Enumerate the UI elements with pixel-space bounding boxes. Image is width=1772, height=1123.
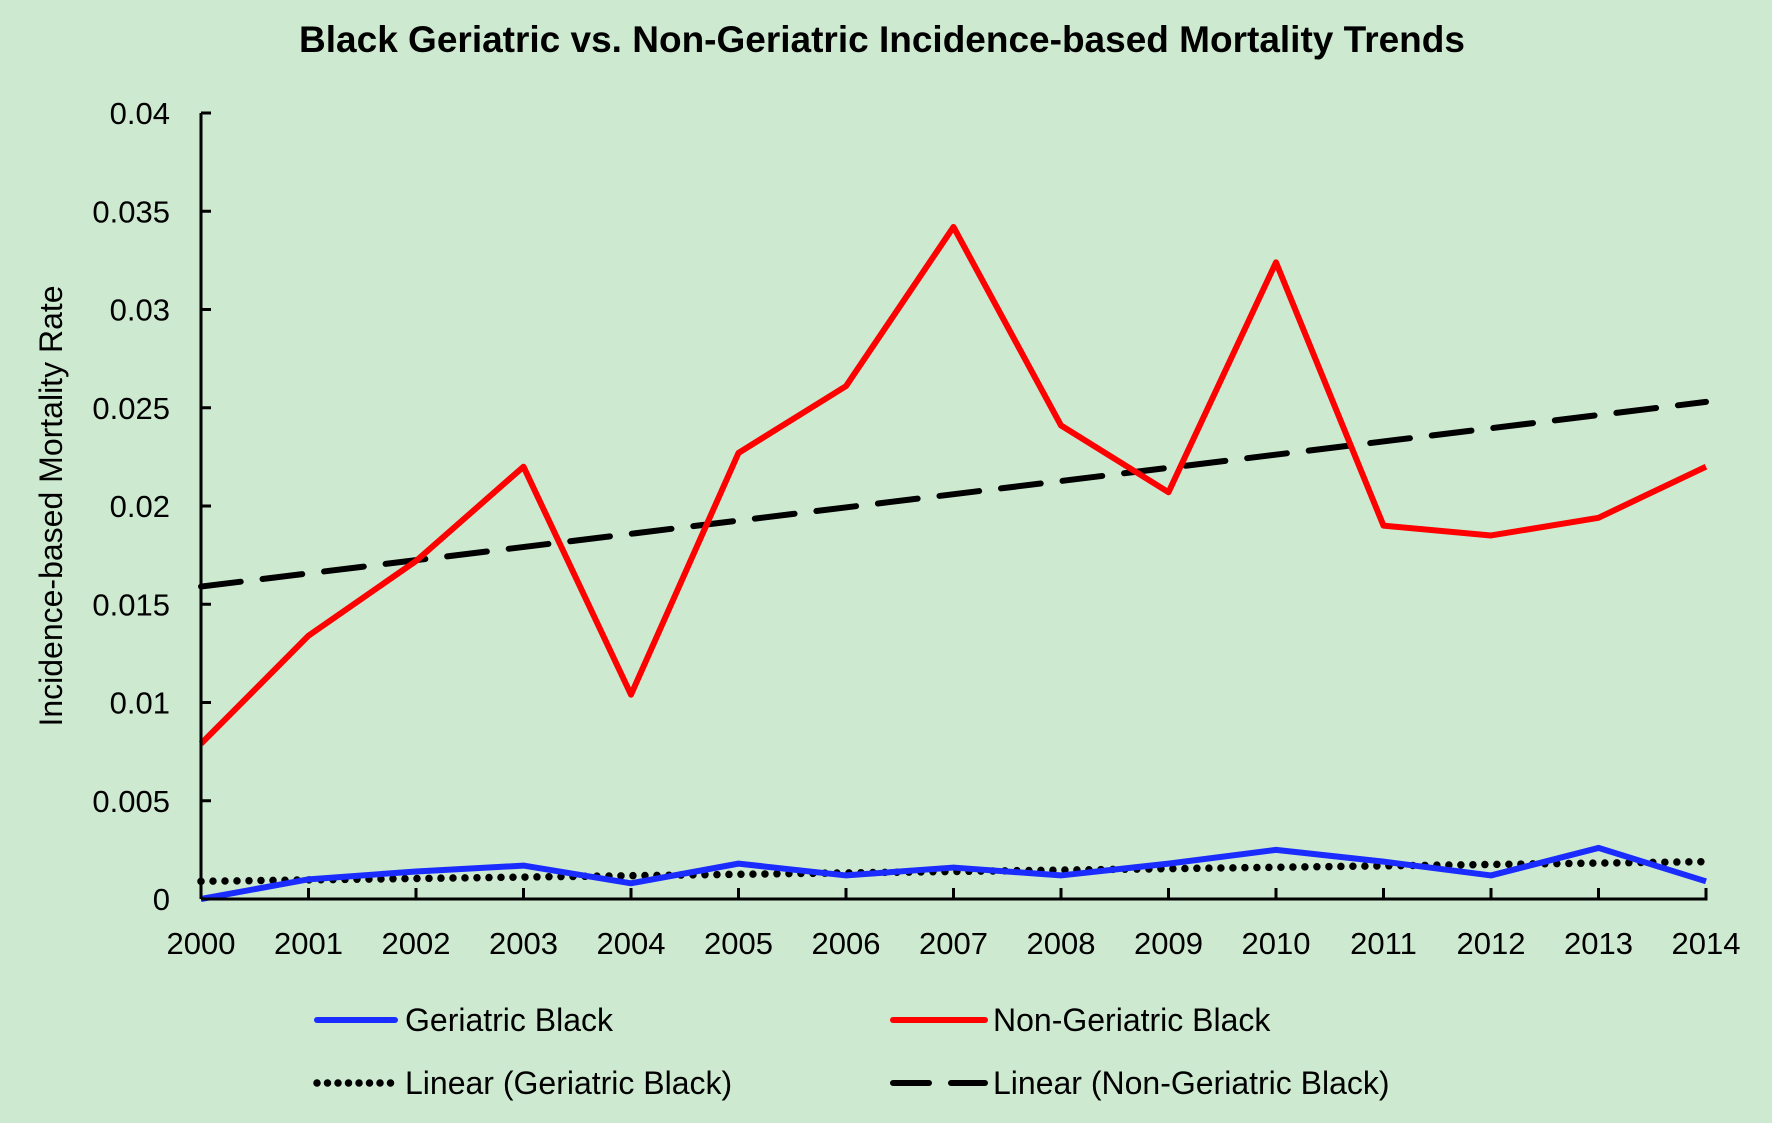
x-tick-label: 2002 bbox=[382, 926, 451, 961]
x-tick-label: 2001 bbox=[274, 926, 343, 961]
legend-item-non-geriatric-black: Non-Geriatric Black bbox=[890, 1002, 1271, 1038]
x-tick-label: 2007 bbox=[919, 926, 988, 961]
legend-label: Linear (Non-Geriatric Black) bbox=[993, 1065, 1390, 1101]
x-tick-label: 2014 bbox=[1672, 926, 1741, 961]
trendline-linear-non-geriatric-black bbox=[198, 398, 1709, 590]
chart-title: Black Geriatric vs. Non-Geriatric Incide… bbox=[299, 19, 1465, 60]
x-tick-label: 2013 bbox=[1564, 926, 1633, 961]
y-tick-label: 0.005 bbox=[92, 784, 170, 819]
x-tick-label: 2011 bbox=[1350, 926, 1417, 961]
y-tick-label: 0.035 bbox=[92, 194, 170, 229]
axes: 0 0.005 0.01 0.015 0.02 0.025 0.03 0.035 0.04 200… bbox=[92, 96, 1740, 961]
x-tick-label: 2005 bbox=[704, 926, 773, 961]
legend-item-linear-non-geriatric-black: Linear (Non-Geriatric Black) bbox=[890, 1065, 1390, 1101]
y-tick-label: 0.025 bbox=[92, 391, 170, 426]
y-tick-label: 0.01 bbox=[110, 686, 170, 721]
x-tick-label: 2000 bbox=[167, 926, 236, 961]
y-tick-label: 0.03 bbox=[110, 293, 170, 328]
x-tick-label: 2009 bbox=[1134, 926, 1203, 961]
x-tick-label: 2012 bbox=[1457, 926, 1526, 961]
legend: Geriatric Black Non-Geriatric Black Linear… bbox=[313, 1002, 1390, 1101]
legend-label: Non-Geriatric Black bbox=[993, 1002, 1271, 1038]
y-tick-label: 0.04 bbox=[110, 96, 170, 131]
series-layer bbox=[197, 223, 1710, 902]
x-tick-label: 2003 bbox=[489, 926, 558, 961]
x-tick-label: 2006 bbox=[812, 926, 881, 961]
series-line-non-geriatric-black bbox=[198, 223, 1708, 746]
x-tick-label: 2010 bbox=[1242, 926, 1311, 961]
y-axis-label: Incidence-based Mortality Rate bbox=[33, 285, 69, 726]
legend-item-linear-geriatric-black: Linear (Geriatric Black) bbox=[313, 1065, 732, 1101]
series-line-geriatric-black bbox=[200, 844, 1707, 902]
trendline-linear-geriatric-black bbox=[197, 857, 1710, 886]
y-tick-label: 0 bbox=[153, 882, 170, 917]
legend-label: Geriatric Black bbox=[405, 1002, 614, 1038]
x-tick-label: 2004 bbox=[597, 926, 666, 961]
y-tick-label: 0.02 bbox=[110, 489, 170, 524]
y-tick-label: 0.015 bbox=[92, 587, 170, 622]
legend-label: Linear (Geriatric Black) bbox=[405, 1065, 732, 1101]
legend-item-geriatric-black: Geriatric Black bbox=[314, 1002, 614, 1038]
x-tick-label: 2008 bbox=[1027, 926, 1096, 961]
